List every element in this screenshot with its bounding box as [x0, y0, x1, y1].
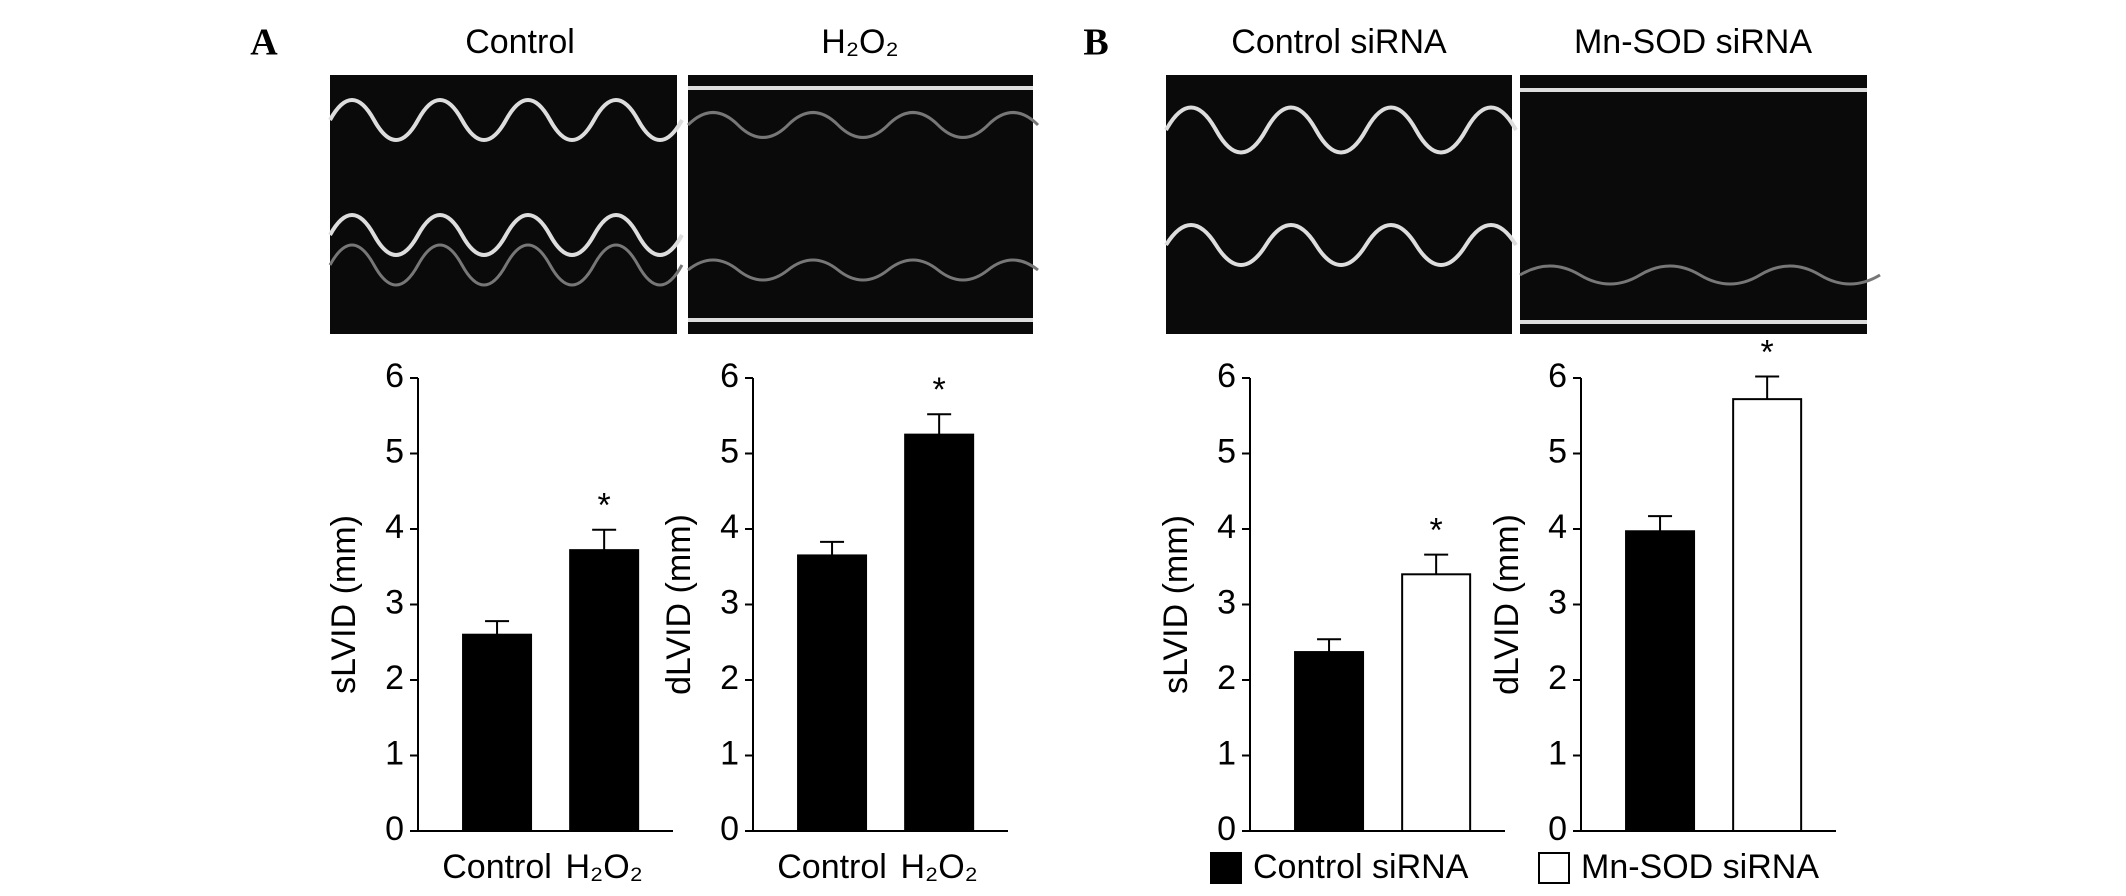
y-tick-label: 0: [1217, 810, 1236, 848]
echo-image: [1520, 75, 1867, 334]
bar: [462, 633, 533, 833]
y-tick-label: 2: [385, 659, 404, 697]
y-axis-label: dLVID (mm): [660, 514, 698, 695]
y-tick-label: 2: [720, 659, 739, 697]
panel-label: B: [1083, 22, 1108, 64]
y-tick-label: 0: [720, 810, 739, 848]
bar: [904, 433, 975, 832]
y-tick-label: 6: [385, 357, 404, 395]
echo-wall: [1519, 264, 1881, 286]
echo-images: [328, 75, 1881, 334]
y-tick-label: 1: [720, 734, 739, 772]
echo-wall: [686, 111, 1040, 139]
y-tick-label: 6: [1548, 357, 1567, 395]
significance: *: [1430, 512, 1443, 550]
significance: *: [598, 487, 611, 525]
y-tick-label: 4: [1548, 508, 1567, 546]
echo-image: [1166, 75, 1512, 334]
echo-wall: [328, 98, 684, 142]
legend-swatch: [1210, 852, 1242, 884]
y-tick-label: 1: [1548, 734, 1567, 772]
y-tick-label: 3: [1548, 583, 1567, 621]
image-title: Mn-SOD siRNA: [1574, 23, 1812, 61]
legend-label: Mn-SOD siRNA: [1581, 848, 1819, 886]
image-title: H₂O₂: [821, 23, 898, 61]
x-tick-label: Control: [777, 848, 887, 886]
bar: [569, 549, 640, 832]
echo-wall: [1164, 223, 1518, 267]
significance: *: [933, 371, 946, 409]
y-tick-label: 0: [1548, 810, 1567, 848]
x-tick-label: Control: [442, 848, 552, 886]
y-tick-label: 2: [1548, 659, 1567, 697]
x-tick-label: H₂O₂: [900, 848, 977, 886]
y-tick-label: 1: [385, 734, 404, 772]
y-tick-label: 4: [385, 508, 404, 546]
y-tick-label: 1: [1217, 734, 1236, 772]
echo-image: [330, 75, 677, 334]
y-axis-label: dLVID (mm): [1488, 514, 1526, 695]
y-tick-label: 6: [720, 357, 739, 395]
y-tick-label: 6: [1217, 357, 1236, 395]
bar: [797, 554, 868, 832]
y-tick-label: 3: [385, 583, 404, 621]
echo-image: [688, 75, 1033, 334]
y-tick-label: 5: [385, 432, 404, 470]
image-title: Control siRNA: [1231, 23, 1447, 61]
y-tick-label: 5: [720, 432, 739, 470]
echo-wall: [328, 213, 684, 257]
y-tick-label: 5: [1217, 432, 1236, 470]
legend-label: Control siRNA: [1253, 848, 1469, 886]
significance: *: [1761, 333, 1774, 371]
bar: [1401, 573, 1472, 832]
echo-wall: [687, 258, 1039, 282]
image-title: Control: [465, 23, 575, 61]
y-tick-label: 4: [1217, 508, 1236, 546]
y-tick-label: 2: [1217, 659, 1236, 697]
bar: [1732, 398, 1803, 832]
panel-label: A: [250, 22, 278, 64]
legend-swatch: [1538, 852, 1570, 884]
bar: [1294, 651, 1365, 832]
y-axis-label: sLVID (mm): [325, 515, 363, 694]
y-tick-label: 5: [1548, 432, 1567, 470]
echo-wall: [328, 243, 684, 287]
x-tick-label: H₂O₂: [565, 848, 642, 886]
y-tick-label: 4: [720, 508, 739, 546]
y-tick-label: 0: [385, 810, 404, 848]
y-tick-label: 3: [720, 583, 739, 621]
bar: [1625, 530, 1696, 832]
y-axis-label: sLVID (mm): [1157, 515, 1195, 694]
y-tick-label: 3: [1217, 583, 1236, 621]
echo-wall: [1164, 105, 1518, 155]
